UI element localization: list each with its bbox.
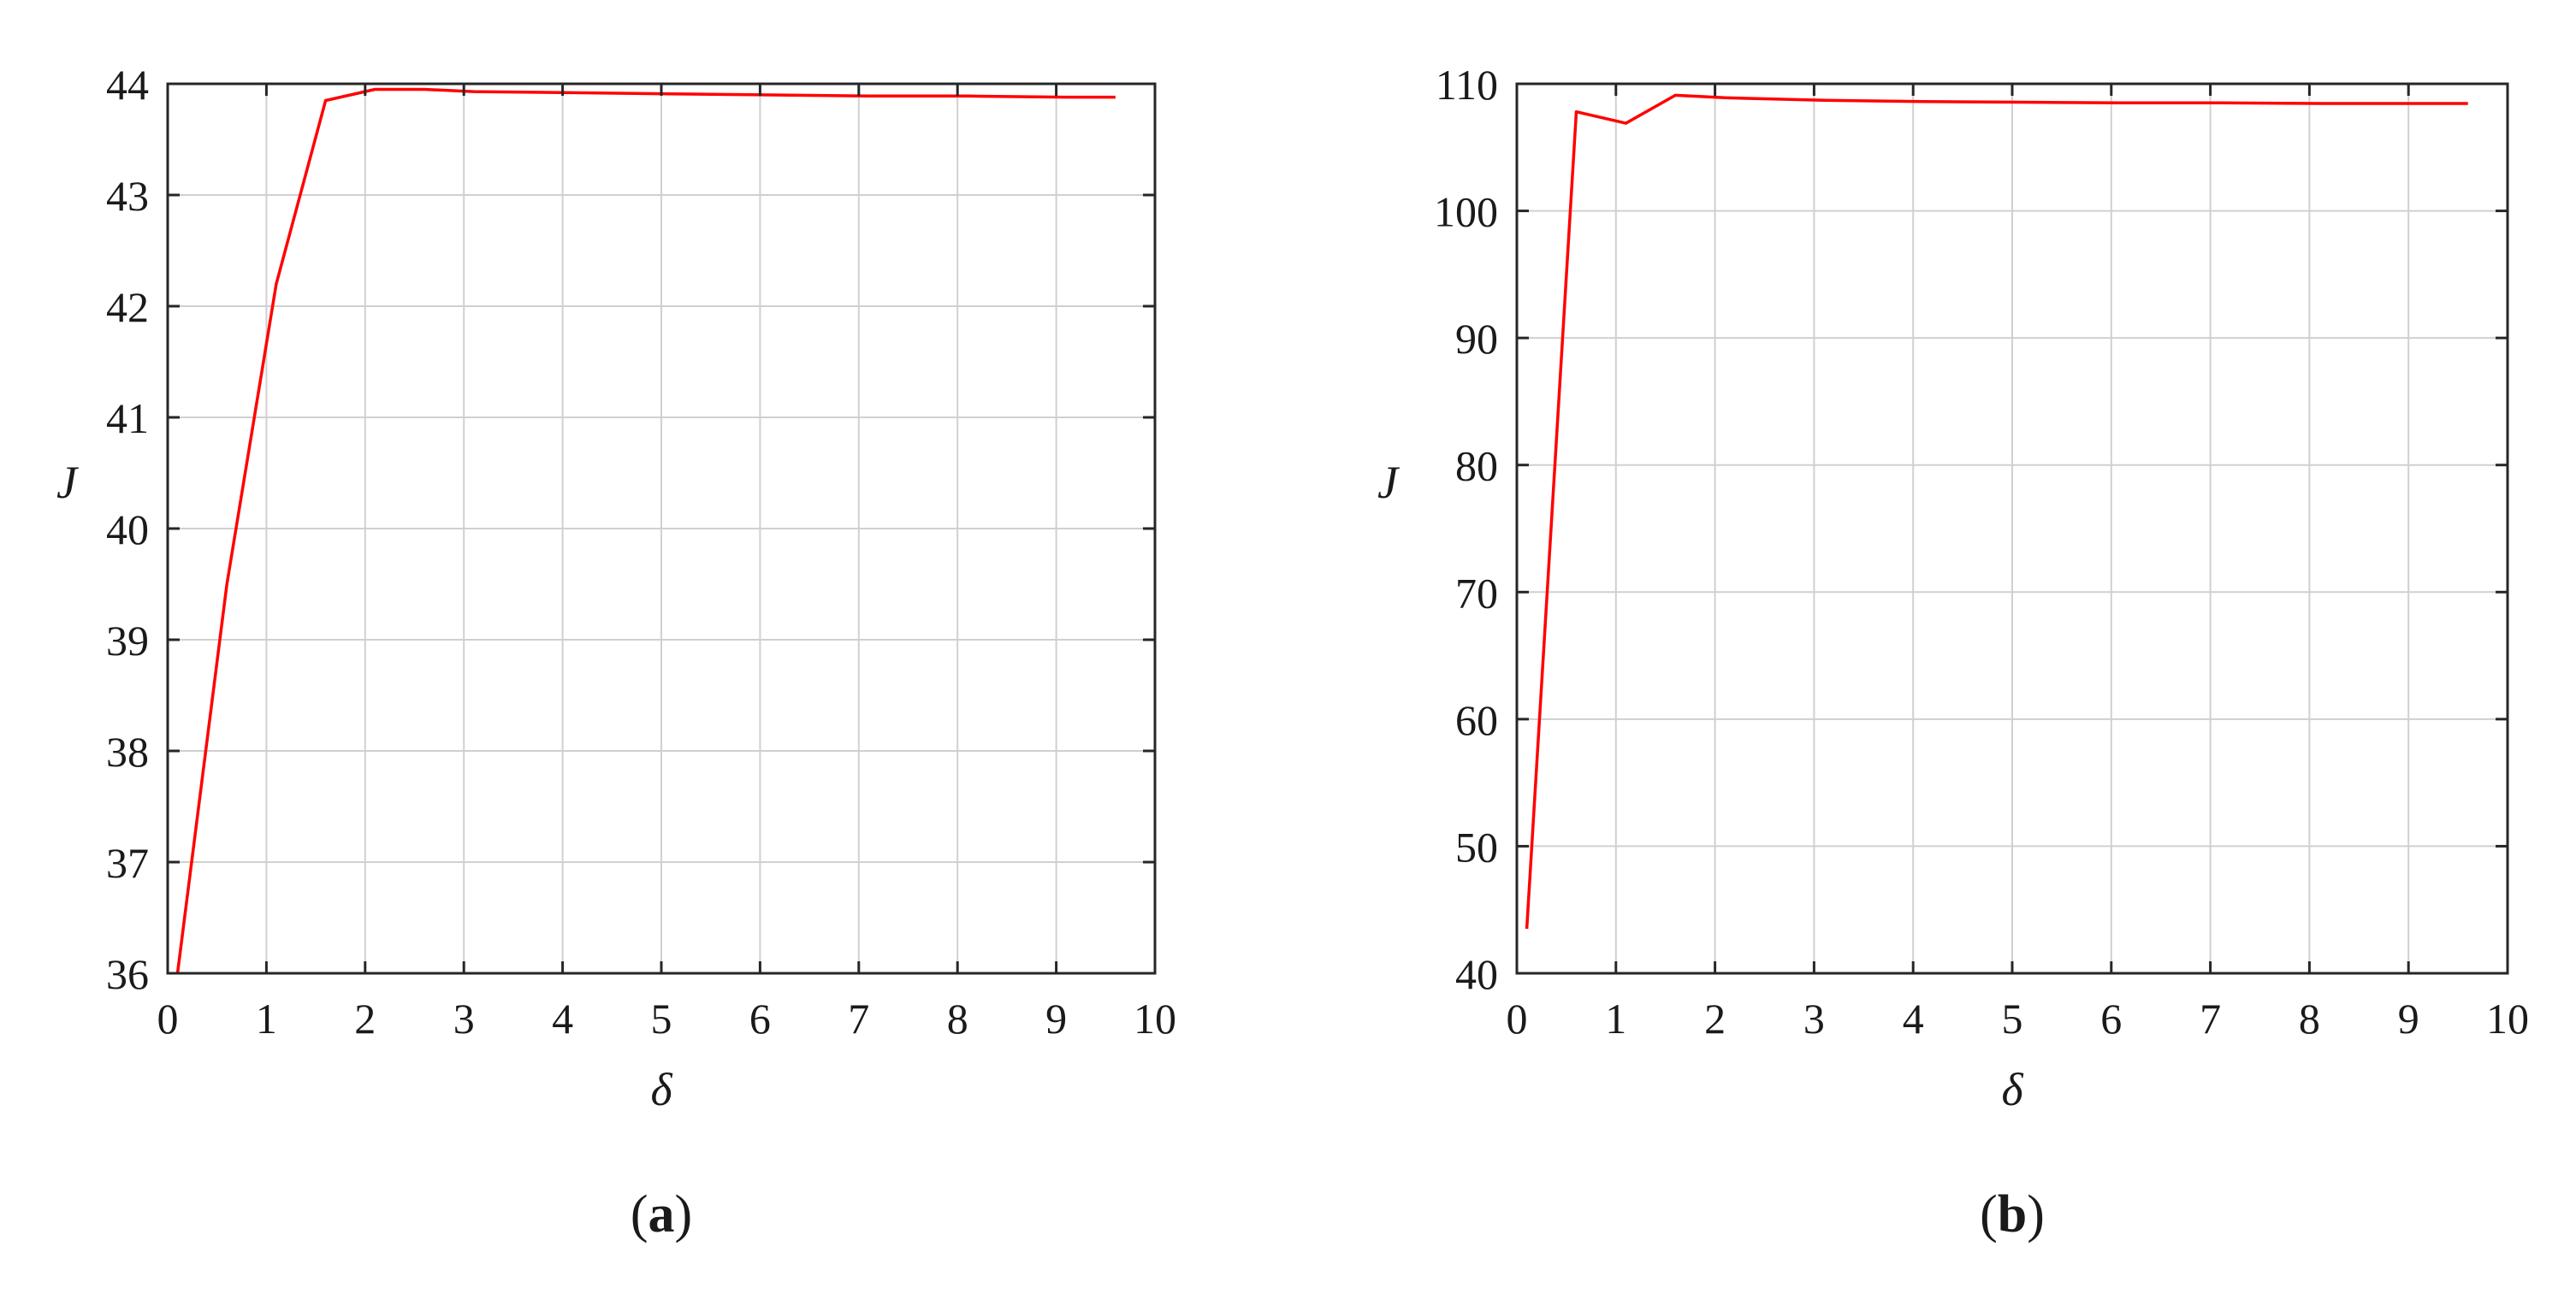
- panel-label: (b): [1980, 1185, 2045, 1244]
- y-tick-label: 110: [1436, 61, 1498, 109]
- x-tick-label: 8: [947, 995, 968, 1043]
- x-tick-label: 6: [2100, 995, 2122, 1043]
- panel-label-close-paren: ): [675, 1185, 693, 1244]
- x-axis-label: δ: [2001, 1064, 2023, 1115]
- y-tick-label: 80: [1455, 442, 1498, 490]
- x-tick-label: 2: [354, 995, 376, 1043]
- x-tick-label: 10: [1134, 995, 1176, 1043]
- x-tick-label: 9: [2398, 995, 2419, 1043]
- x-tick-label: 4: [552, 995, 573, 1043]
- y-tick-label: 40: [1455, 950, 1498, 998]
- x-tick-label: 7: [848, 995, 869, 1043]
- y-tick-label: 43: [106, 172, 149, 220]
- x-tick-label: 7: [2200, 995, 2221, 1043]
- x-axis-label: δ: [650, 1064, 672, 1115]
- y-tick-label: 39: [106, 617, 149, 665]
- panel-label-open-paren: (: [631, 1185, 648, 1244]
- y-axis-label: J: [56, 457, 80, 508]
- panel-label: (a): [631, 1185, 692, 1244]
- panel-b: 0 1 2 3 4 5 6 7 8 9 10 40 50 60 70 80 90 100 110 δ J (b): [1377, 61, 2529, 1244]
- panel-label-close-paren: ): [2027, 1185, 2045, 1244]
- x-tick-label: 3: [453, 995, 475, 1043]
- x-tick-label: 9: [1045, 995, 1067, 1043]
- x-tick-label: 3: [1803, 995, 1825, 1043]
- panel-label-letter: a: [648, 1185, 675, 1244]
- x-tick-label: 1: [1605, 995, 1626, 1043]
- x-tick-label: 8: [2299, 995, 2320, 1043]
- x-tick-label: 5: [651, 995, 672, 1043]
- x-tick-label: 6: [749, 995, 771, 1043]
- y-tick-label: 36: [106, 950, 149, 998]
- series-line: [1525, 93, 2468, 930]
- y-tick-label: 60: [1455, 696, 1498, 744]
- x-tick-label: 0: [157, 995, 179, 1043]
- y-tick-label: 42: [106, 283, 149, 331]
- x-tick-label: 5: [2002, 995, 2023, 1043]
- x-tick-label: 10: [2486, 995, 2529, 1043]
- y-tick-label: 50: [1455, 823, 1498, 871]
- x-tick-label: 1: [256, 995, 277, 1043]
- y-tick-label: 70: [1455, 569, 1498, 617]
- y-tick-label: 37: [106, 839, 149, 887]
- x-tick-label: 4: [1903, 995, 1924, 1043]
- panel-label-letter: b: [1998, 1185, 2027, 1244]
- x-tick-label: 0: [1507, 995, 1528, 1043]
- y-tick-label: 38: [106, 728, 149, 776]
- y-tick-label: 40: [106, 505, 149, 553]
- y-tick-label: 44: [106, 61, 149, 109]
- y-axis-label: J: [1377, 457, 1401, 508]
- series-line: [175, 87, 1116, 974]
- panel-a: 0 1 2 3 4 5 6 7 8 9 10 36 37 38 39 40 41 42 43 44 δ J (a): [56, 61, 1176, 1244]
- y-tick-label: 100: [1434, 188, 1498, 236]
- x-tick-label: 2: [1704, 995, 1726, 1043]
- y-tick-label: 41: [106, 394, 149, 442]
- y-tick-label: 90: [1455, 315, 1498, 363]
- panel-label-open-paren: (: [1980, 1185, 1998, 1244]
